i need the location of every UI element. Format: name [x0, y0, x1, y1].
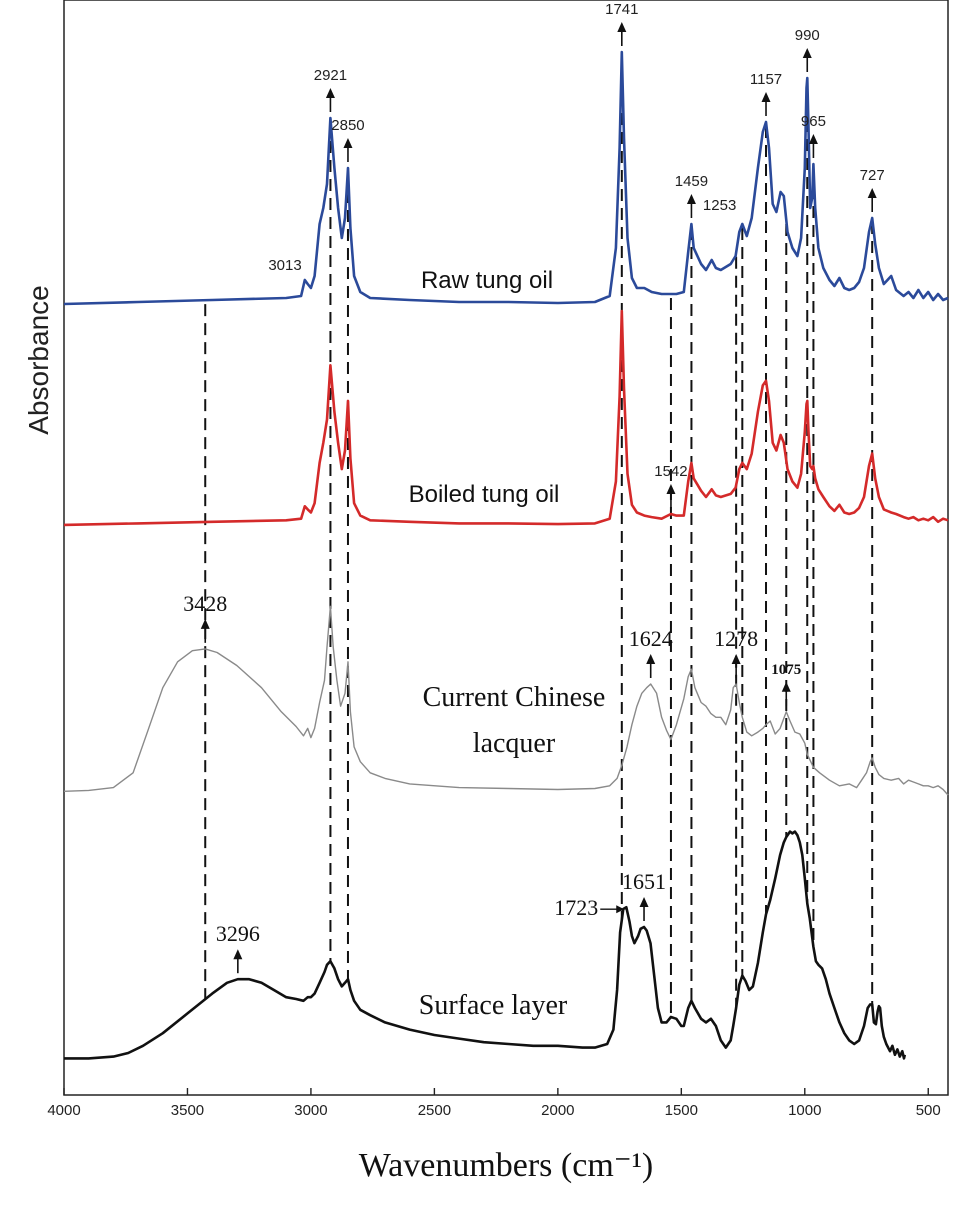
plot-frame — [63, 0, 949, 1096]
x-tick-label-1500: 1500 — [665, 1102, 698, 1119]
peak-arrowhead-990 — [802, 48, 812, 58]
series-line-current-chinese-lacquer — [63, 605, 949, 796]
peak-arrowhead-1741 — [617, 22, 627, 32]
peak-label-1253: 1253 — [703, 197, 736, 214]
peak-label-1278: 1278 — [714, 626, 758, 651]
peak-arrowhead-1651 — [639, 897, 649, 907]
peak-arrowhead-3296 — [233, 949, 243, 960]
peak-label-2850: 2850 — [331, 117, 364, 134]
peak-arrowhead-1723 — [616, 905, 625, 914]
peak-label-1459: 1459 — [675, 173, 708, 190]
peak-label-1075: 1075 — [771, 662, 801, 678]
peak-arrowhead-1157 — [761, 92, 771, 102]
x-tick-label-1000: 1000 — [788, 1102, 821, 1119]
series-label-current-chinese-lacquer-line1: Current Chinese — [423, 682, 606, 713]
series-layer — [63, 50, 949, 1060]
peak-arrowhead-1459 — [686, 194, 696, 204]
peak-arrowhead-965 — [808, 134, 818, 144]
series-label-surface-layer: Surface layer — [419, 990, 568, 1021]
x-tick-label-2000: 2000 — [541, 1102, 574, 1119]
peak-label-1624: 1624 — [629, 626, 673, 651]
peak-arrowhead-1542 — [666, 484, 676, 495]
x-tick-label-2500: 2500 — [418, 1102, 451, 1119]
series-label-current-chinese-lacquer-line2: lacquer — [473, 728, 556, 759]
peak-arrowhead-727 — [867, 188, 877, 198]
reference-lines — [204, 56, 874, 1017]
peak-arrowhead-1278 — [731, 654, 741, 664]
y-axis-title: Absorbance — [23, 285, 54, 434]
series-label-raw-tung-oil: Raw tung oil — [421, 267, 553, 294]
x-tick-label-500: 500 — [916, 1102, 941, 1119]
peak-label-2921: 2921 — [314, 67, 347, 84]
peak-label-1542: 1542 — [654, 463, 687, 480]
x-axis-title: Wavenumbers (cm⁻¹) — [359, 1147, 653, 1184]
peak-label-965: 965 — [801, 113, 826, 130]
peak-arrowhead-2921 — [325, 88, 335, 98]
peak-label-990: 990 — [795, 27, 820, 44]
peak-label-3296: 3296 — [216, 921, 260, 946]
series-line-surface-layer — [64, 830, 907, 1060]
peak-arrowhead-3428 — [200, 618, 210, 629]
peak-arrowhead-2850 — [343, 138, 353, 148]
series-line-raw-tung-oil — [63, 50, 949, 306]
x-tick-label-3500: 3500 — [171, 1102, 204, 1119]
peak-label-1651: 1651 — [622, 869, 666, 894]
peak-arrowhead-1624 — [646, 654, 656, 664]
peak-label-3428: 3428 — [183, 591, 227, 616]
peak-labels: Raw tung oil 3013 2921 2850 1741 1459 1253 1157… — [183, 1, 884, 1021]
peak-label-1741: 1741 — [605, 1, 638, 18]
x-tick-label-3000: 3000 — [294, 1102, 327, 1119]
peak-label-1723: 1723 — [554, 895, 598, 920]
peak-arrowhead-1075 — [781, 681, 791, 692]
peak-label-1157: 1157 — [750, 71, 782, 88]
x-ticks: 4000 3500 3000 2500 2000 1500 1000 500 — [47, 1088, 941, 1119]
peak-label-727: 727 — [860, 167, 885, 184]
x-tick-label-4000: 4000 — [47, 1102, 80, 1119]
series-line-boiled-tung-oil — [63, 309, 949, 527]
series-label-boiled-tung-oil: Boiled tung oil — [409, 481, 560, 508]
peak-label-3013: 3013 — [268, 257, 301, 274]
